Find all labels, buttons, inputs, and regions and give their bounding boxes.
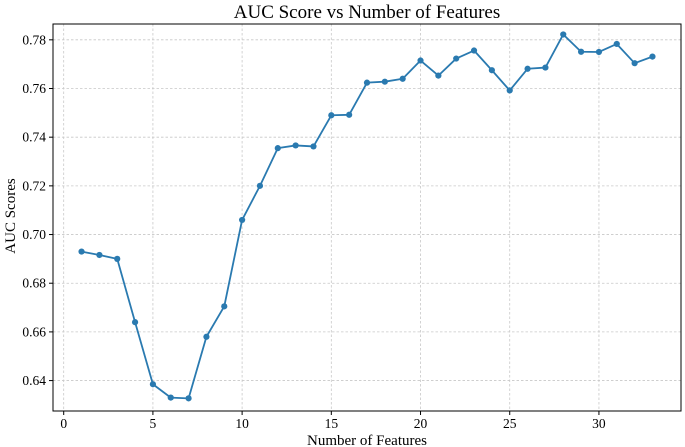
series-line (81, 33, 653, 400)
data-point (256, 182, 264, 189)
y-axis-label: AUC Scores (3, 178, 19, 254)
data-point (506, 87, 513, 94)
data-point (577, 48, 585, 55)
data-point (399, 75, 406, 82)
data-point (96, 251, 103, 259)
data-point (631, 60, 638, 67)
data-point (595, 48, 603, 56)
chart-title: AUC Score vs Number of Features (234, 2, 500, 23)
data-point (649, 53, 656, 60)
x-tick-label: 30 (592, 416, 606, 431)
data-point (453, 55, 460, 62)
y-tick-label: 0.68 (22, 276, 46, 291)
data-point (363, 79, 371, 86)
data-point (524, 65, 531, 72)
data-point (167, 394, 174, 401)
data-point (78, 248, 85, 255)
data-point (488, 67, 495, 74)
data-point (185, 395, 192, 402)
data-point (221, 303, 228, 310)
x-tick-label: 0 (60, 416, 67, 431)
data-point (381, 78, 388, 85)
data-point (560, 31, 567, 38)
y-tick-label: 0.66 (22, 324, 46, 339)
data-point (310, 143, 317, 150)
x-tick-label: 5 (150, 416, 157, 431)
y-tick-label: 0.74 (22, 130, 46, 145)
data-point (435, 72, 442, 79)
y-tick-label: 0.72 (22, 178, 46, 193)
data-point (542, 64, 549, 71)
data-point (417, 57, 424, 64)
y-tick-label: 0.64 (22, 373, 46, 388)
data-point (470, 47, 478, 54)
y-tick-label: 0.70 (22, 227, 46, 242)
x-tick-label: 15 (325, 416, 339, 431)
x-tick-label: 10 (235, 416, 249, 431)
data-point (346, 111, 353, 118)
data-point (149, 381, 157, 388)
y-tick-label: 0.78 (22, 32, 46, 47)
data-point (239, 216, 246, 224)
x-tick-label: 25 (503, 416, 517, 431)
x-axis-label: Number of Features (307, 433, 427, 447)
data-point (131, 319, 139, 326)
data-point (274, 145, 281, 152)
data-point (203, 333, 210, 340)
axes: 0 5 10 15 20 25 30 0.64 0.66 0.68 0.70 0.72 0.74 0.76… (22, 23, 682, 431)
grid (53, 24, 681, 411)
series (78, 31, 656, 402)
x-tick-label: 20 (414, 416, 428, 431)
plot-frame (52, 23, 682, 412)
data-point (328, 112, 335, 119)
data-point (292, 142, 299, 149)
data-point (613, 40, 620, 48)
y-tick-label: 0.76 (22, 81, 46, 96)
data-point (114, 255, 121, 262)
